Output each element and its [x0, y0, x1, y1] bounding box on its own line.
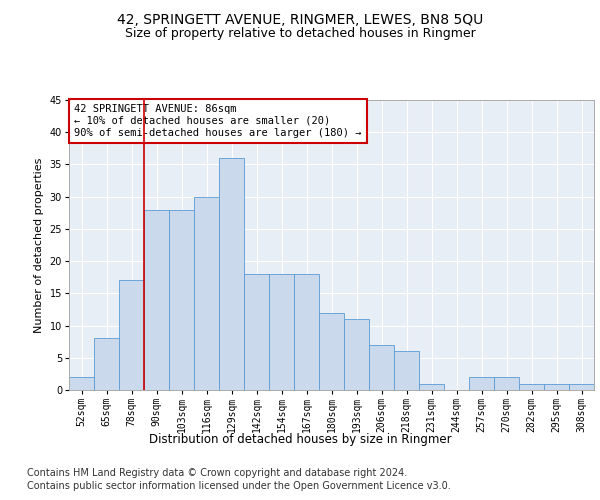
Bar	[519, 384, 544, 390]
Bar	[419, 384, 444, 390]
Text: 42, SPRINGETT AVENUE, RINGMER, LEWES, BN8 5QU: 42, SPRINGETT AVENUE, RINGMER, LEWES, BN…	[117, 12, 483, 26]
Text: Contains public sector information licensed under the Open Government Licence v3: Contains public sector information licen…	[27, 481, 451, 491]
Text: Distribution of detached houses by size in Ringmer: Distribution of detached houses by size …	[149, 432, 451, 446]
Bar	[244, 274, 269, 390]
Bar	[119, 280, 144, 390]
Bar	[569, 384, 594, 390]
Bar	[394, 352, 419, 390]
Bar	[144, 210, 169, 390]
Y-axis label: Number of detached properties: Number of detached properties	[34, 158, 44, 332]
Bar	[169, 210, 194, 390]
Bar	[69, 377, 94, 390]
Bar	[319, 312, 344, 390]
Bar	[344, 319, 369, 390]
Bar	[369, 345, 394, 390]
Bar	[294, 274, 319, 390]
Bar	[219, 158, 244, 390]
Text: 42 SPRINGETT AVENUE: 86sqm
← 10% of detached houses are smaller (20)
90% of semi: 42 SPRINGETT AVENUE: 86sqm ← 10% of deta…	[74, 104, 362, 138]
Bar	[269, 274, 294, 390]
Bar	[94, 338, 119, 390]
Text: Size of property relative to detached houses in Ringmer: Size of property relative to detached ho…	[125, 28, 475, 40]
Bar	[469, 377, 494, 390]
Bar	[194, 196, 219, 390]
Bar	[544, 384, 569, 390]
Bar	[494, 377, 519, 390]
Text: Contains HM Land Registry data © Crown copyright and database right 2024.: Contains HM Land Registry data © Crown c…	[27, 468, 407, 477]
